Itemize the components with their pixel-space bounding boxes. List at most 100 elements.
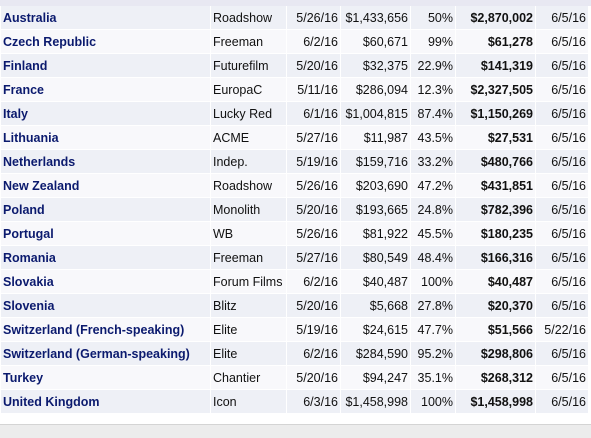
country: United Kingdom: [0, 390, 210, 414]
total-gross: $141,319: [455, 54, 535, 78]
opening-gross: $1,458,998: [340, 390, 410, 414]
country: Finland: [0, 54, 210, 78]
country: New Zealand: [0, 174, 210, 198]
total-gross: $180,235: [455, 222, 535, 246]
opening-gross: $32,375: [340, 54, 410, 78]
total-gross: $51,566: [455, 318, 535, 342]
release-date: 5/26/16: [286, 6, 340, 30]
table-row: United Kingdom Icon 6/3/16 $1,458,998 100% $1…: [0, 390, 588, 414]
opening-share: 47.7%: [410, 318, 455, 342]
country: France: [0, 78, 210, 102]
opening-gross: $81,922: [340, 222, 410, 246]
distributor: Freeman: [210, 30, 286, 54]
opening-gross: $203,690: [340, 174, 410, 198]
as-of-date: 6/5/16: [535, 390, 588, 414]
table-row: Turkey Chantier 5/20/16 $94,247 35.1% $268,31…: [0, 366, 588, 390]
distributor: Roadshow: [210, 174, 286, 198]
country: Poland: [0, 198, 210, 222]
opening-share: 43.5%: [410, 126, 455, 150]
country: Slovakia: [0, 270, 210, 294]
table-row: Switzerland (German-speaking) Elite 6/2/16…: [0, 342, 588, 366]
table-row: Australia Roadshow 5/26/16 $1,433,656 50% $2,…: [0, 6, 588, 30]
opening-share: 22.9%: [410, 54, 455, 78]
total-gross: $2,870,002: [455, 6, 535, 30]
total-gross: $40,487: [455, 270, 535, 294]
opening-gross: $40,487: [340, 270, 410, 294]
opening-gross: $80,549: [340, 246, 410, 270]
total-gross: $480,766: [455, 150, 535, 174]
table-row: France EuropaC 5/11/16 $286,094 12.3% $2,327,…: [0, 78, 588, 102]
release-date: 5/20/16: [286, 366, 340, 390]
as-of-date: 6/5/16: [535, 174, 588, 198]
as-of-date: 6/5/16: [535, 30, 588, 54]
as-of-date: 6/5/16: [535, 342, 588, 366]
total-gross: $61,278: [455, 30, 535, 54]
release-date: 5/19/16: [286, 150, 340, 174]
as-of-date: 6/5/16: [535, 222, 588, 246]
distributor: Blitz: [210, 294, 286, 318]
total-gross: $431,851: [455, 174, 535, 198]
opening-share: 35.1%: [410, 366, 455, 390]
release-date: 5/26/16: [286, 174, 340, 198]
table-row: Italy Lucky Red 6/1/16 $1,004,815 87.4% $1,15…: [0, 102, 588, 126]
as-of-date: 5/22/16: [535, 318, 588, 342]
country: Portugal: [0, 222, 210, 246]
opening-gross: $94,247: [340, 366, 410, 390]
opening-share: 100%: [410, 390, 455, 414]
release-date: 5/20/16: [286, 294, 340, 318]
total-gross: $2,327,505: [455, 78, 535, 102]
distributor: WB: [210, 222, 286, 246]
opening-share: 45.5%: [410, 222, 455, 246]
table-row: Poland Monolith 5/20/16 $193,665 24.8% $782,3…: [0, 198, 588, 222]
opening-gross: $60,671: [340, 30, 410, 54]
opening-share: 47.2%: [410, 174, 455, 198]
distributor: Roadshow: [210, 6, 286, 30]
table-row: Czech Republic Freeman 6/2/16 $60,671 99% $61…: [0, 30, 588, 54]
opening-share: 50%: [410, 6, 455, 30]
country: Turkey: [0, 366, 210, 390]
table-row: Finland Futurefilm 5/20/16 $32,375 22.9% $141…: [0, 54, 588, 78]
release-date: 5/27/16: [286, 126, 340, 150]
as-of-date: 6/5/16: [535, 102, 588, 126]
total-gross: $782,396: [455, 198, 535, 222]
opening-gross: $286,094: [340, 78, 410, 102]
release-date: 5/20/16: [286, 54, 340, 78]
opening-share: 87.4%: [410, 102, 455, 126]
as-of-date: 6/5/16: [535, 294, 588, 318]
table-row: Romania Freeman 5/27/16 $80,549 48.4% $166,31…: [0, 246, 588, 270]
as-of-date: 6/5/16: [535, 270, 588, 294]
distributor: Futurefilm: [210, 54, 286, 78]
distributor: Freeman: [210, 246, 286, 270]
total-gross: $1,458,998: [455, 390, 535, 414]
country: Romania: [0, 246, 210, 270]
distributor: Indep.: [210, 150, 286, 174]
release-date: 6/2/16: [286, 342, 340, 366]
total-gross: $166,316: [455, 246, 535, 270]
release-date: 6/3/16: [286, 390, 340, 414]
country: Netherlands: [0, 150, 210, 174]
distributor: Icon: [210, 390, 286, 414]
opening-gross: $1,433,656: [340, 6, 410, 30]
country: Slovenia: [0, 294, 210, 318]
opening-gross: $284,590: [340, 342, 410, 366]
table-row: Slovakia Forum Films 6/2/16 $40,487 100% $40,…: [0, 270, 588, 294]
country: Czech Republic: [0, 30, 210, 54]
distributor: Elite: [210, 342, 286, 366]
table-row: Netherlands Indep. 5/19/16 $159,716 33.2% $48…: [0, 150, 588, 174]
distributor: Forum Films: [210, 270, 286, 294]
opening-share: 95.2%: [410, 342, 455, 366]
release-date: 5/11/16: [286, 78, 340, 102]
country: Switzerland (German-speaking): [0, 342, 210, 366]
total-gross: $298,806: [455, 342, 535, 366]
opening-share: 33.2%: [410, 150, 455, 174]
opening-share: 27.8%: [410, 294, 455, 318]
table-row: Switzerland (French-speaking) Elite 5/19/1…: [0, 318, 588, 342]
scrollbar-area: [0, 424, 591, 438]
opening-gross: $193,665: [340, 198, 410, 222]
top-strip: [0, 0, 591, 6]
table-row: Portugal WB 5/26/16 $81,922 45.5% $180,235 6/5…: [0, 222, 588, 246]
table-row: New Zealand Roadshow 5/26/16 $203,690 47.2% $…: [0, 174, 588, 198]
as-of-date: 6/5/16: [535, 54, 588, 78]
total-gross: $27,531: [455, 126, 535, 150]
